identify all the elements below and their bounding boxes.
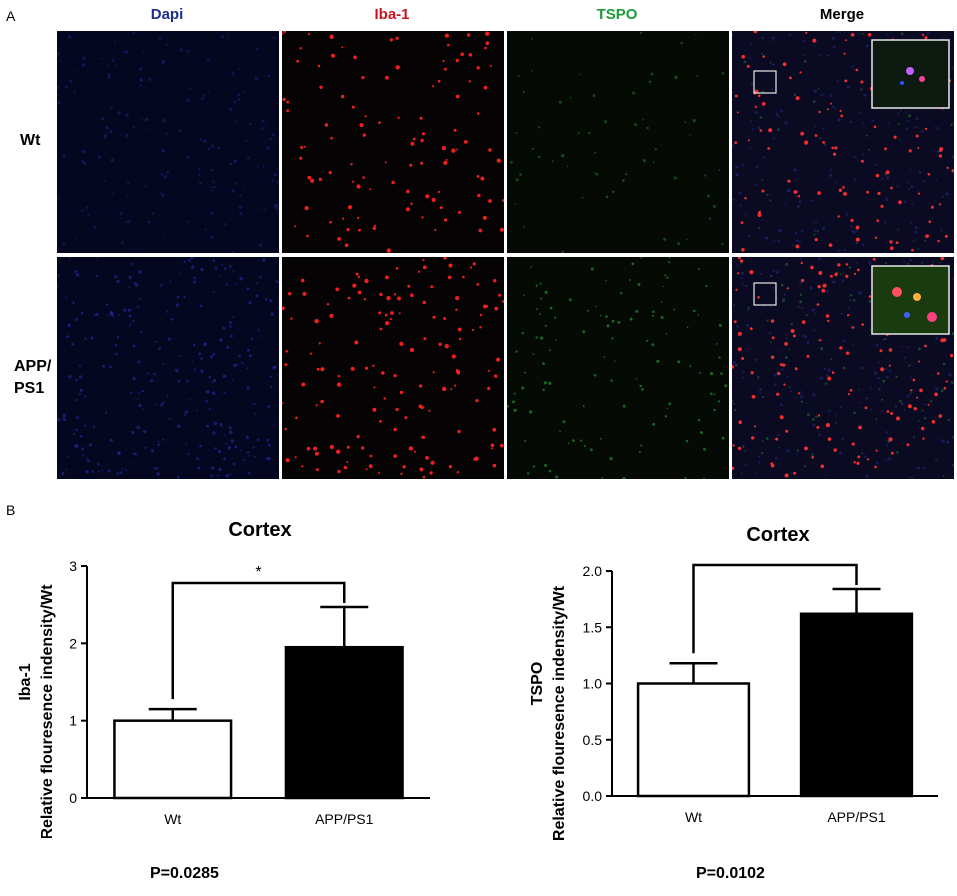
panel-a-letter: A: [6, 8, 16, 24]
micrograph-app-ps1-iba1: [282, 257, 504, 479]
panel-b-letter: B: [6, 502, 16, 518]
micrograph-wt-dapi: [57, 31, 279, 253]
y-axis-title: TSPO: [529, 662, 546, 706]
y-tick-label: 2.0: [583, 563, 603, 579]
y-tick-label: 0.5: [583, 732, 603, 748]
column-title-tspo: TSPO: [596, 6, 638, 23]
micrograph-wt-merge: [732, 31, 954, 253]
y-tick-label: 2: [69, 635, 77, 651]
significance-star: *: [772, 555, 778, 563]
chart-2-title: Cortex: [746, 524, 810, 546]
y-tick-label: 0.0: [583, 788, 603, 804]
chart-1-title: Cortex: [228, 519, 292, 541]
column-title-dapi: Dapi: [150, 6, 184, 23]
bar-app-ps1: [799, 612, 914, 798]
x-tick-label: Wt: [164, 811, 181, 827]
significance-bracket: [171, 581, 346, 700]
y-tick-label: 1.0: [583, 676, 603, 692]
y-axis-title: Iba-1: [17, 663, 34, 700]
column-title-iba1: Iba-1: [374, 6, 410, 23]
bar-wt: [113, 719, 233, 800]
row-label-wt: Wt: [20, 132, 41, 149]
significance-star: *: [255, 564, 261, 581]
bar-app-ps1: [284, 645, 404, 800]
chart-iba1: 0 1 2 3 Wt APP/PS1 * Iba-1 Relative flouresence …: [17, 558, 430, 838]
bar-wt: [636, 682, 751, 798]
micrograph-app-ps1-dapi: [57, 257, 279, 479]
significance-bracket: [692, 563, 858, 654]
x-tick-label: APP/PS1: [315, 811, 374, 827]
y-axis-subtitle: Relative flouresence indensity/Wt: [551, 585, 568, 841]
chart-tspo: 0.0 0.5 1.0 1.5 2.0 Wt APP/PS1 * TSPO Relative fl…: [529, 555, 938, 841]
micrograph-app-ps1-tspo: [507, 257, 729, 479]
micrograph-wt-tspo: [507, 31, 729, 253]
p-value-tspo: P=0.0102: [696, 865, 765, 882]
micrograph-app-ps1-merge: [732, 257, 954, 479]
x-tick-label: Wt: [685, 809, 702, 825]
y-tick-label: 1: [69, 713, 77, 729]
y-axis-subtitle: Relative flouresence indensity/Wt: [39, 584, 56, 838]
x-tick-label: APP/PS1: [827, 809, 886, 825]
y-tick-label: 3: [69, 558, 77, 574]
p-value-iba1: P=0.0285: [150, 865, 219, 882]
row-label-app-ps1: APP/ PS1: [14, 358, 52, 397]
micrograph-wt-iba1: [282, 31, 504, 253]
y-tick-label: 1.5: [583, 619, 603, 635]
y-tick-label: 0: [69, 790, 77, 806]
column-title-merge: Merge: [819, 6, 865, 23]
